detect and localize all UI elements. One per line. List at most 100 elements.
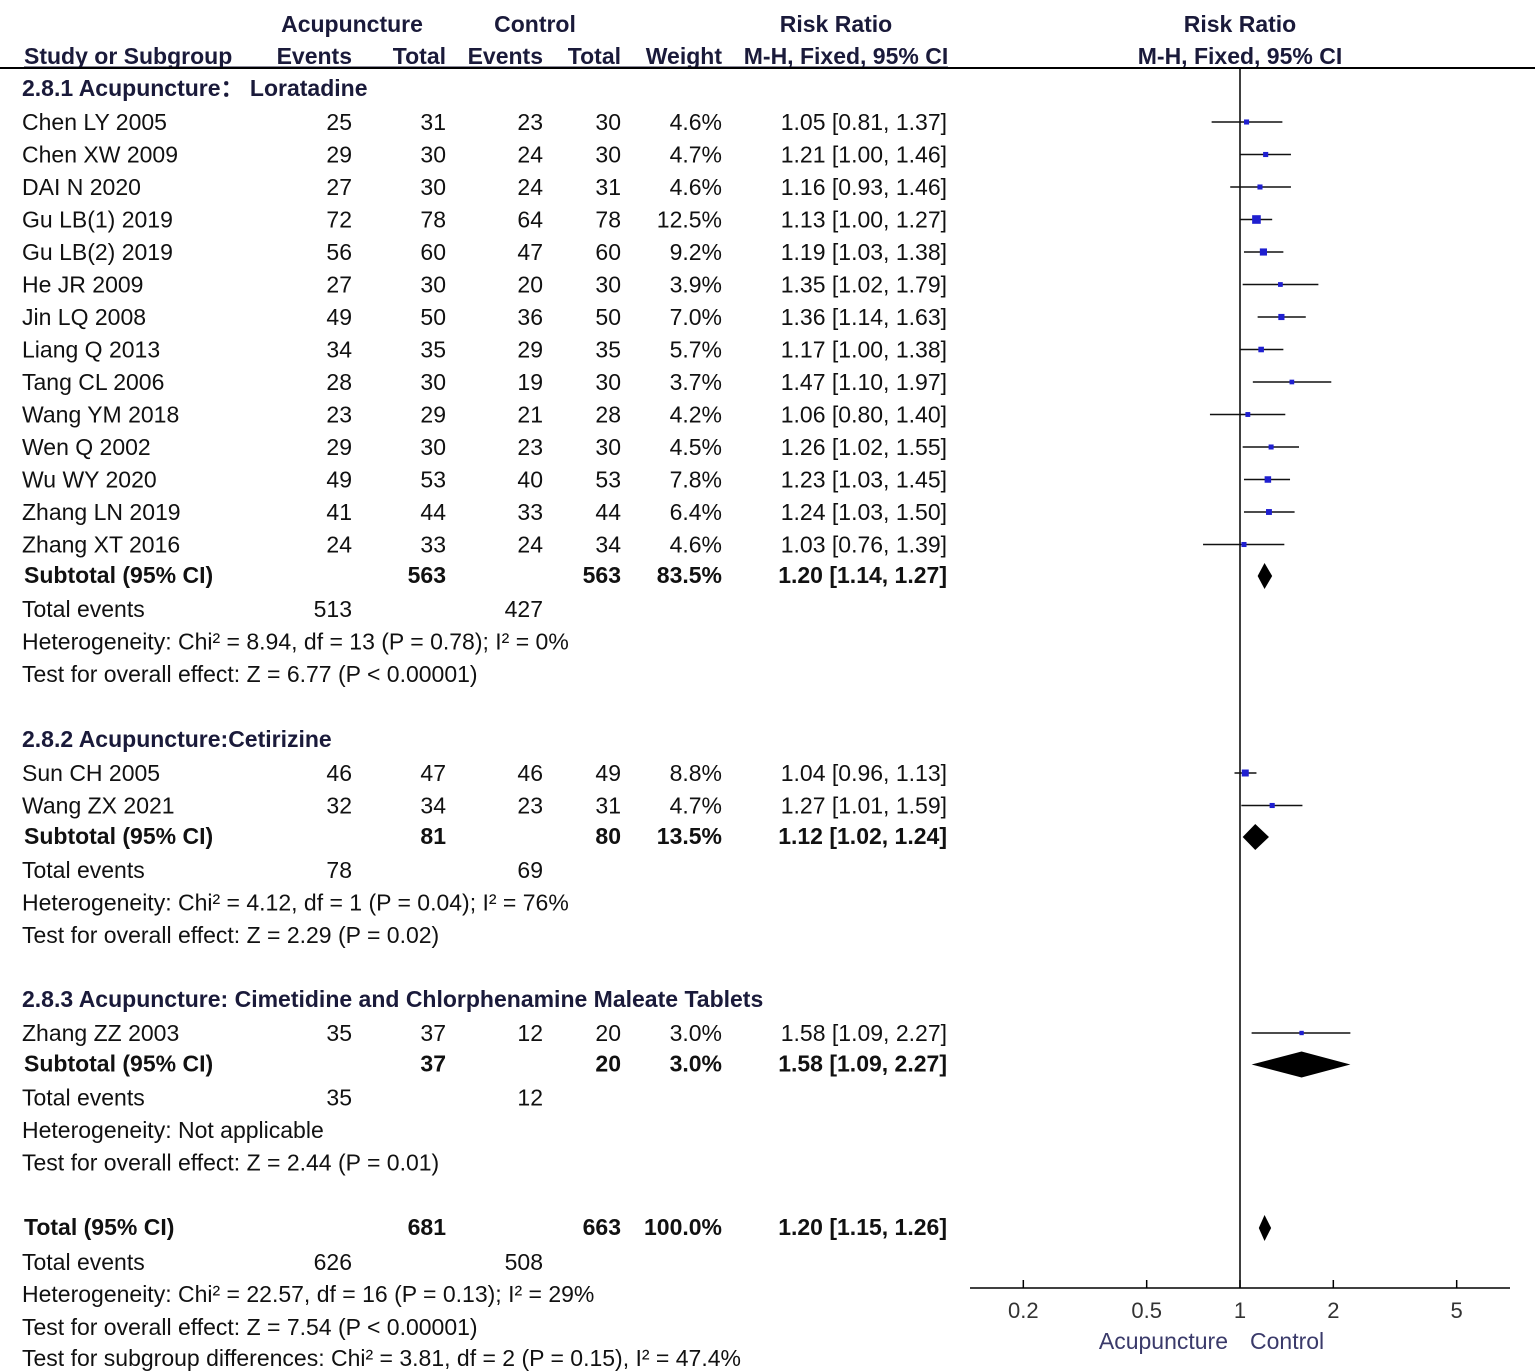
study-ci-text: 1.19 [1.03, 1.38] bbox=[781, 239, 947, 265]
subtotal-total1: 681 bbox=[408, 1214, 447, 1240]
study-ci-text: 1.03 [0.76, 1.39] bbox=[781, 532, 947, 558]
study-events1: 32 bbox=[326, 793, 352, 819]
total-events-label: Total events bbox=[22, 596, 145, 622]
x-tick-label: 1 bbox=[1234, 1298, 1246, 1323]
study-events2: 24 bbox=[517, 142, 543, 168]
subtotal-ci-text: 1.20 [1.14, 1.27] bbox=[778, 562, 947, 588]
favours-right-label: Control bbox=[1250, 1328, 1324, 1354]
study-name: Zhang XT 2016 bbox=[22, 532, 180, 558]
study-total2: 30 bbox=[595, 109, 621, 135]
study-name: Wu WY 2020 bbox=[22, 467, 157, 493]
study-name: Zhang LN 2019 bbox=[22, 499, 181, 525]
study-events1: 72 bbox=[326, 207, 352, 233]
study-ci-text: 1.05 [0.81, 1.37] bbox=[781, 109, 947, 135]
total-events2: 69 bbox=[517, 857, 543, 883]
study-ci-text: 1.36 [1.14, 1.63] bbox=[781, 304, 947, 330]
plot-title: Risk Ratio bbox=[1184, 11, 1296, 37]
study-events2: 40 bbox=[517, 467, 543, 493]
subtotal-total1: 37 bbox=[420, 1051, 446, 1077]
study-total2: 28 bbox=[595, 402, 621, 428]
subgroup-header: 2.8.3 Acupuncture: Cimetidine and Chlorp… bbox=[22, 986, 763, 1012]
study-total2: 31 bbox=[595, 793, 621, 819]
study-events2: 19 bbox=[517, 369, 543, 395]
study-weight: 3.7% bbox=[670, 369, 722, 395]
study-events2: 21 bbox=[517, 402, 543, 428]
total-events1: 78 bbox=[326, 857, 352, 883]
study-events2: 29 bbox=[517, 337, 543, 363]
subtotal-total1: 563 bbox=[408, 562, 446, 588]
study-events1: 34 bbox=[326, 337, 352, 363]
study-total1: 44 bbox=[420, 499, 446, 525]
study-total1: 53 bbox=[420, 467, 446, 493]
total2-header: Total bbox=[568, 43, 621, 69]
study-total1: 29 bbox=[420, 402, 446, 428]
study-point bbox=[1264, 476, 1272, 483]
subtotal-total1: 81 bbox=[420, 823, 446, 849]
study-point bbox=[1258, 346, 1264, 353]
study-events1: 41 bbox=[326, 499, 352, 525]
study-events2: 23 bbox=[517, 793, 543, 819]
study-weight: 4.5% bbox=[670, 434, 722, 460]
study-weight: 3.9% bbox=[670, 272, 722, 298]
summary-diamond bbox=[1258, 1215, 1272, 1241]
study-name: Tang CL 2006 bbox=[22, 369, 164, 395]
study-total1: 35 bbox=[420, 337, 446, 363]
study-ci-text: 1.27 [1.01, 1.59] bbox=[781, 793, 947, 819]
study-weight: 6.4% bbox=[670, 499, 722, 525]
subtotal-total2: 563 bbox=[583, 562, 621, 588]
study-ci-text: 1.47 [1.10, 1.97] bbox=[781, 369, 947, 395]
total-overall-effect-text: Test for overall effect: Z = 7.54 (P < 0… bbox=[22, 1314, 478, 1340]
subgroup-difference-text: Test for subgroup differences: Chi² = 3.… bbox=[22, 1345, 741, 1371]
total-events-label: Total events bbox=[22, 1249, 145, 1275]
x-tick-label: 0.2 bbox=[1008, 1298, 1039, 1323]
subtotal-label: Subtotal (95% CI) bbox=[24, 823, 213, 849]
study-name: Wang ZX 2021 bbox=[22, 793, 175, 819]
study-events2: 46 bbox=[517, 760, 543, 786]
study-total2: 20 bbox=[595, 1020, 621, 1046]
study-point bbox=[1263, 151, 1269, 158]
heterogeneity-text: Heterogeneity: Chi² = 4.12, df = 1 (P = … bbox=[22, 890, 569, 916]
total-events-label: Total events bbox=[22, 1085, 145, 1111]
subtotal-total2: 20 bbox=[595, 1051, 621, 1077]
subtotal-label: Subtotal (95% CI) bbox=[24, 1051, 213, 1077]
subtotal-ci-text: 1.20 [1.15, 1.26] bbox=[778, 1214, 947, 1240]
events1-header: Events bbox=[277, 43, 352, 69]
study-weight: 4.6% bbox=[670, 532, 722, 558]
study-events2: 24 bbox=[517, 174, 543, 200]
study-point bbox=[1252, 215, 1261, 224]
study-weight: 4.6% bbox=[670, 109, 722, 135]
study-weight: 12.5% bbox=[657, 207, 722, 233]
study-total2: 44 bbox=[595, 499, 621, 525]
study-total1: 33 bbox=[420, 532, 446, 558]
study-events1: 25 bbox=[326, 109, 352, 135]
study-name: Wang YM 2018 bbox=[22, 402, 179, 428]
total-heterogeneity-text: Heterogeneity: Chi² = 22.57, df = 16 (P … bbox=[22, 1281, 594, 1307]
study-name: Gu LB(1) 2019 bbox=[22, 207, 173, 233]
subtotal-weight: 100.0% bbox=[644, 1214, 722, 1240]
study-point bbox=[1245, 412, 1251, 417]
favours-left-label: Acupuncture bbox=[1099, 1328, 1228, 1354]
study-ci-text: 1.06 [0.80, 1.40] bbox=[781, 402, 947, 428]
study-name: Sun CH 2005 bbox=[22, 760, 160, 786]
study-ci-text: 1.23 [1.03, 1.45] bbox=[781, 467, 947, 493]
study-total1: 30 bbox=[420, 174, 446, 200]
study-events2: 12 bbox=[517, 1020, 543, 1046]
study-point bbox=[1259, 248, 1267, 256]
study-ci-text: 1.58 [1.09, 2.27] bbox=[781, 1020, 947, 1046]
study-ci-text: 1.26 [1.02, 1.55] bbox=[781, 434, 947, 460]
group1-header: Acupuncture bbox=[281, 11, 423, 37]
study-total1: 30 bbox=[420, 369, 446, 395]
total-events2: 508 bbox=[505, 1249, 543, 1275]
study-events1: 29 bbox=[326, 434, 352, 460]
study-weight: 7.8% bbox=[670, 467, 722, 493]
study-name: He JR 2009 bbox=[22, 272, 143, 298]
study-ci-text: 1.04 [0.96, 1.13] bbox=[781, 760, 947, 786]
summary-diamond bbox=[1242, 824, 1269, 850]
study-point bbox=[1244, 119, 1250, 125]
subtotal-weight: 3.0% bbox=[670, 1051, 722, 1077]
study-ci-text: 1.13 [1.00, 1.27] bbox=[781, 207, 947, 233]
study-events2: 23 bbox=[517, 434, 543, 460]
study-name: Liang Q 2013 bbox=[22, 337, 160, 363]
study-ci-text: 1.16 [0.93, 1.46] bbox=[781, 174, 947, 200]
